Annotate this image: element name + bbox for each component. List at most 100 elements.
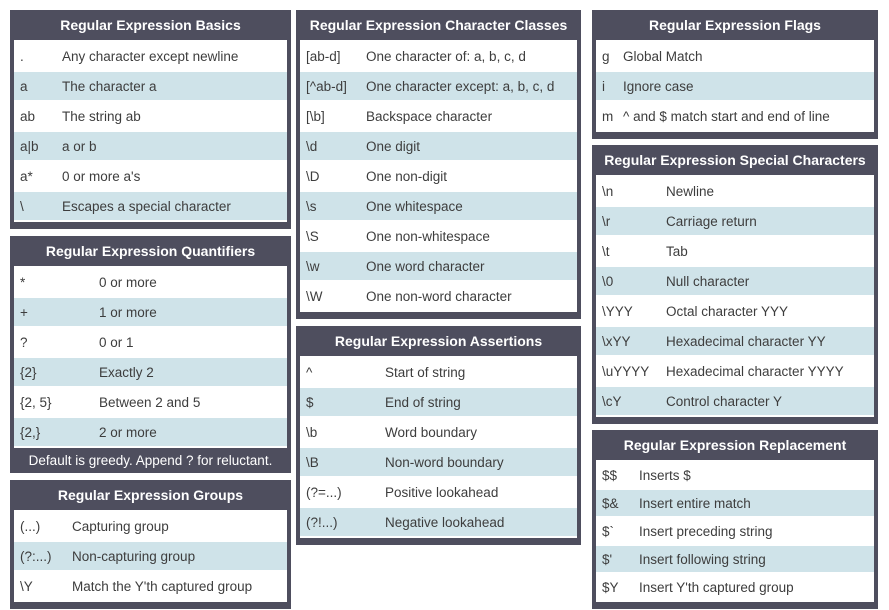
table-title-classes: Regular Expression Character Classes [296, 10, 581, 40]
table-row: \n Newline [596, 177, 874, 205]
description-cell: One non-word character [366, 288, 512, 304]
description-cell: Exactly 2 [99, 364, 154, 380]
table-row: $` Insert preceding string [596, 518, 874, 544]
table-row: a* 0 or more a's [14, 162, 287, 190]
table-row: ab The string ab [14, 102, 287, 130]
description-cell: 2 or more [99, 424, 157, 440]
pattern-cell: a|b [20, 138, 39, 154]
column-mid: Regular Expression Character Classes [ab-… [296, 10, 581, 545]
pattern-cell: $Y [602, 579, 619, 595]
pattern-cell: ^ [306, 364, 313, 380]
table-row: \r Carriage return [596, 207, 874, 235]
description-cell: Ignore case [623, 78, 694, 94]
description-cell: Control character Y [666, 393, 783, 409]
table-row: \YYY Octal character YYY [596, 297, 874, 325]
table-title-groups: Regular Expression Groups [10, 480, 291, 510]
table-groups: Regular Expression Groups (...) Capturing … [10, 480, 291, 609]
description-cell: Escapes a special character [62, 198, 231, 214]
table-row: a The character a [14, 72, 287, 100]
pattern-cell: \xYY [602, 333, 631, 349]
table-row: $ End of string [300, 388, 577, 416]
pattern-cell: \Y [20, 578, 33, 594]
pattern-cell: \t [602, 243, 610, 259]
description-cell: 1 or more [99, 304, 157, 320]
table-quantifiers: Regular Expression Quantifiers * 0 or more… [10, 236, 291, 473]
table-bottom-border [296, 312, 581, 319]
description-cell: Negative lookahead [385, 514, 505, 530]
table-row: [ab-d] One character of: a, b, c, d [300, 42, 577, 70]
pattern-cell: \S [306, 228, 319, 244]
table-title-assertions: Regular Expression Assertions [296, 326, 581, 356]
table-title-quantifiers: Regular Expression Quantifiers [10, 236, 291, 266]
description-cell: Any character except newline [62, 48, 239, 64]
table-row: i Ignore case [596, 72, 874, 100]
pattern-cell: a* [20, 168, 33, 184]
table-bottom-border [10, 602, 291, 609]
table-row: [\b] Backspace character [300, 102, 577, 130]
pattern-cell: [^ab-d] [306, 78, 347, 94]
pattern-cell: {2, 5} [20, 394, 52, 410]
pattern-cell: \YYY [602, 303, 633, 319]
description-cell: Capturing group [72, 518, 169, 534]
table-row: $Y Insert Y'th captured group [596, 574, 874, 600]
column-left: Regular Expression Basics. Any character … [10, 10, 291, 609]
description-cell: Insert Y'th captured group [639, 579, 794, 595]
table-row: \B Non-word boundary [300, 448, 577, 476]
table-row: \ Escapes a special character [14, 192, 287, 220]
description-cell: Non-capturing group [72, 548, 196, 564]
description-cell: Backspace character [366, 108, 493, 124]
table-title-special: Regular Expression Special Characters [592, 145, 878, 175]
pattern-cell: (?!...) [306, 514, 338, 530]
pattern-cell: (?:...) [20, 548, 52, 564]
table-classes: Regular Expression Character Classes [ab-… [296, 10, 581, 319]
pattern-cell: $& [602, 495, 619, 511]
table-row: \d One digit [300, 132, 577, 160]
table-bottom-border [592, 132, 878, 139]
table-row: +1 or more [14, 298, 287, 326]
description-cell: One word character [366, 258, 485, 274]
table-flags: Regular Expression Flags g Global Match i Ig… [592, 10, 878, 139]
table-basics: Regular Expression Basics. Any character … [10, 10, 291, 229]
description-cell: Hexadecimal character YY [666, 333, 826, 349]
table-bottom-border [592, 602, 878, 609]
table-row: \s One whitespace [300, 192, 577, 220]
pattern-cell: \d [306, 138, 318, 154]
pattern-cell: a [20, 78, 28, 94]
pattern-cell: g [602, 48, 610, 64]
pattern-cell: \ [20, 198, 24, 214]
pattern-cell: \w [306, 258, 320, 274]
description-cell: Insert entire match [639, 495, 751, 511]
description-cell: Newline [666, 183, 715, 199]
pattern-cell: (...) [20, 518, 41, 534]
table-row: (?=...) Positive lookahead [300, 478, 577, 506]
description-cell: Insert following string [639, 551, 766, 567]
table-row: \S One non-whitespace [300, 222, 577, 250]
table-title-flags: Regular Expression Flags [592, 10, 878, 40]
pattern-cell: (?=...) [306, 484, 342, 500]
description-cell: Positive lookahead [385, 484, 499, 500]
table-bottom-border [296, 538, 581, 545]
table-row: * 0 or more [14, 268, 287, 296]
description-cell: 0 or more a's [62, 168, 141, 184]
table-bottom-border [10, 222, 291, 229]
pattern-cell: \b [306, 424, 318, 440]
description-cell: Carriage return [666, 213, 757, 229]
pattern-cell: {2} [20, 364, 37, 380]
table-row: (?!...) Negative lookahead [300, 508, 577, 536]
pattern-cell: ab [20, 108, 36, 124]
table-row: g Global Match [596, 42, 874, 70]
table-row: \t Tab [596, 237, 874, 265]
table-title-replacement: Regular Expression Replacement [592, 430, 878, 460]
description-cell: Octal character YYY [666, 303, 789, 319]
pattern-cell: $$ [602, 467, 618, 483]
description-cell: Insert preceding string [639, 523, 773, 539]
table-row: ? 0 or 1 [14, 328, 287, 356]
table-row: \w One word character [300, 252, 577, 280]
description-cell: One non-whitespace [366, 228, 490, 244]
pattern-cell: \D [306, 168, 320, 184]
table-row: $& Insert entire match [596, 490, 874, 516]
table-row: (?:...) Non-capturing group [14, 542, 287, 570]
description-cell: 0 or 1 [99, 334, 134, 350]
pattern-cell: $ [306, 394, 314, 410]
table-row: $$ Inserts $ [596, 462, 874, 488]
